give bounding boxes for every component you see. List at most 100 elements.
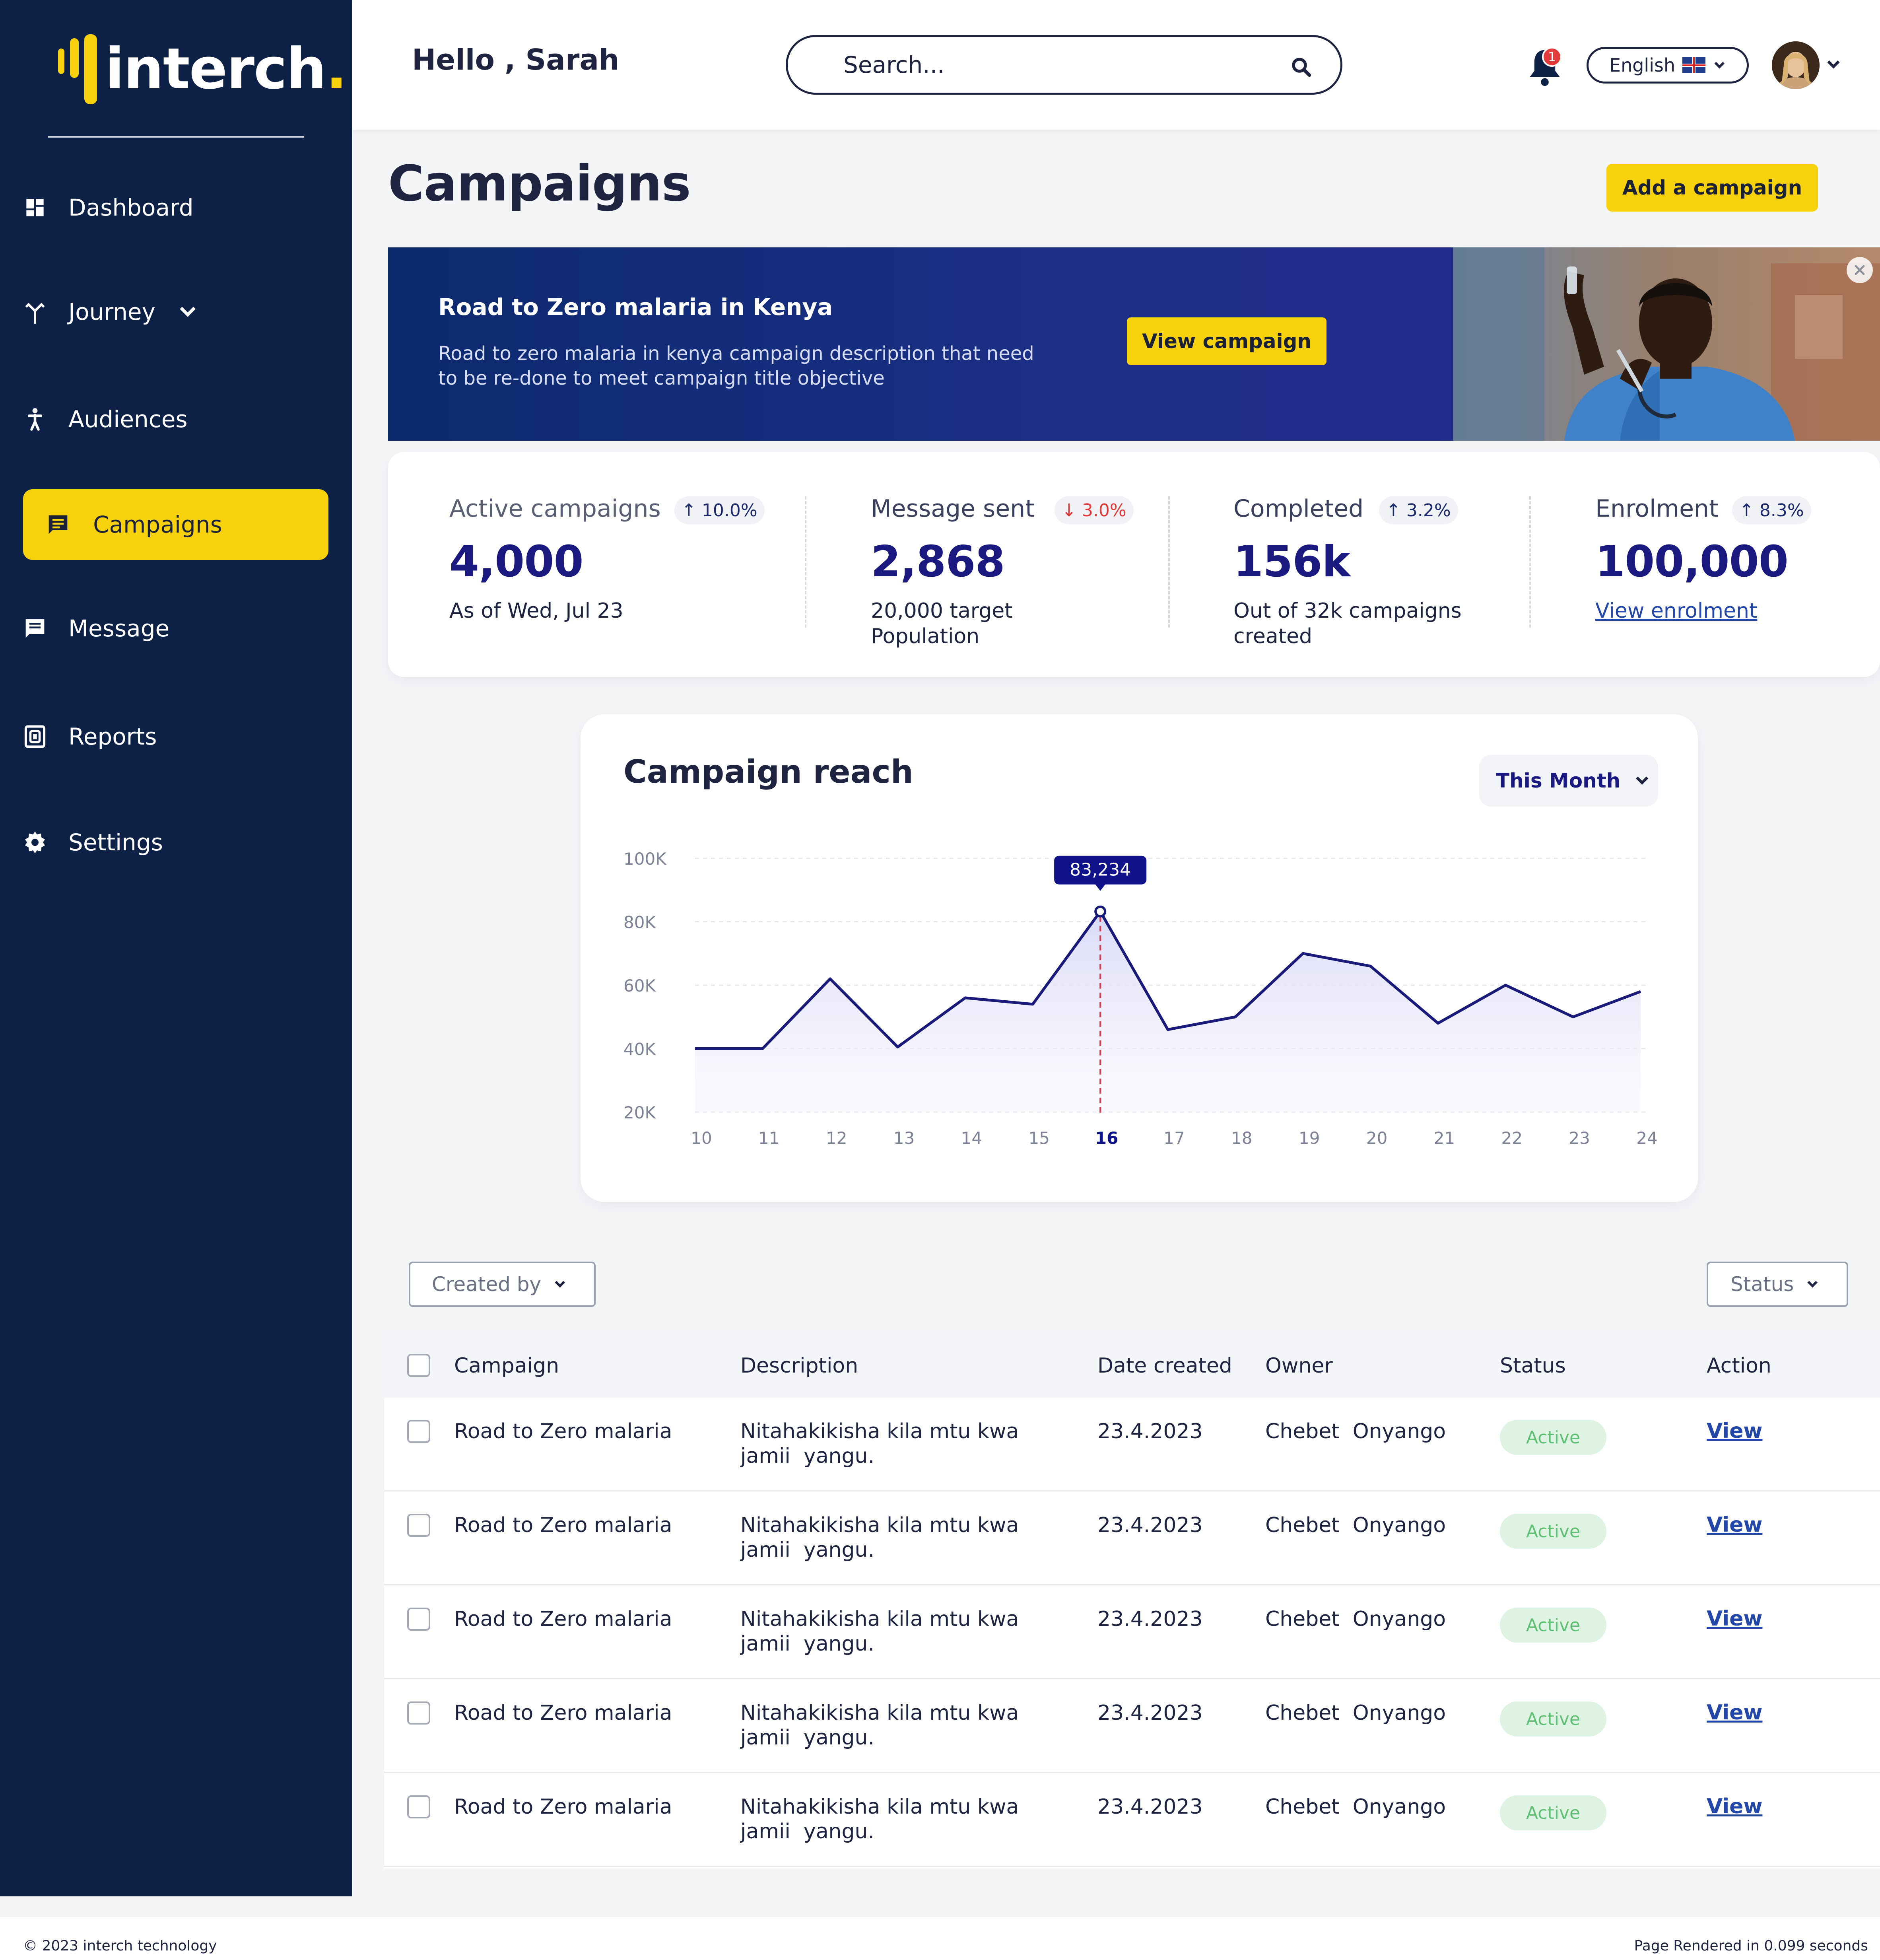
stat-divider: [1529, 496, 1531, 628]
cell-description: Nitahakikisha kila mtu kwa jamii yangu.: [740, 1513, 1019, 1562]
banner-description: Road to zero malaria in kenya campaign d…: [438, 342, 1034, 389]
status-badge: Active: [1500, 1701, 1606, 1736]
close-icon: [1855, 265, 1865, 275]
stat-subtext: As of Wed, Jul 23: [449, 599, 623, 623]
cell-description-line: Nitahakikisha kila mtu kwa: [740, 1513, 1019, 1537]
stat-message-sent: Message sent ↓ 3.0% 2,868 20,000 target …: [871, 452, 1189, 677]
stat-value: 2,868: [871, 537, 1005, 587]
view-campaign-link[interactable]: View: [1707, 1607, 1763, 1631]
audiences-icon: [22, 406, 48, 432]
view-enrolment-link[interactable]: View enrolment: [1595, 599, 1758, 623]
created-by-filter[interactable]: Created by: [409, 1262, 596, 1307]
arrow-down-icon: ↓: [1062, 500, 1082, 521]
sidebar-item-campaigns[interactable]: Campaigns: [23, 489, 328, 560]
view-campaign-link[interactable]: View: [1707, 1701, 1763, 1725]
sidebar-item-label: Campaigns: [93, 511, 222, 538]
row-checkbox[interactable]: [407, 1701, 430, 1725]
cell-owner: Chebet Onyango: [1265, 1513, 1446, 1537]
campaign-reach-chart: 100K 80K 60K 40K 20K 83,234 10 11 12 13 14 15 16 17…: [623, 849, 1658, 1148]
brand-name: interch: [105, 36, 326, 102]
select-all-checkbox[interactable]: [407, 1354, 430, 1377]
logo-mark-icon: [58, 34, 98, 104]
x-tick-label: 21: [1434, 1128, 1455, 1148]
cell-description: Nitahakikisha kila mtu kwa jamii yangu.: [740, 1419, 1019, 1468]
sidebar-item-label: Dashboard: [68, 194, 194, 221]
view-campaign-link[interactable]: View: [1707, 1419, 1763, 1443]
stat-enrolment: Enrolment ↑ 8.3% 100,000 View enrolment: [1595, 452, 1874, 677]
notification-badge: 1: [1542, 47, 1562, 67]
x-tick-label: 19: [1299, 1128, 1320, 1148]
status-filter[interactable]: Status: [1707, 1262, 1848, 1307]
sidebar-item-reports[interactable]: Reports: [0, 702, 352, 772]
search-icon[interactable]: [1290, 55, 1313, 79]
sidebar-item-journey[interactable]: Journey: [0, 277, 352, 347]
period-dropdown[interactable]: This Month: [1479, 755, 1658, 807]
column-header-status[interactable]: Status: [1500, 1354, 1566, 1378]
table-row: Road to Zero malaria Nitahakikisha kila m…: [384, 1398, 1880, 1491]
sidebar-item-label: Message: [68, 615, 170, 642]
highlight-point[interactable]: [1094, 905, 1107, 918]
chart-line: [695, 910, 1641, 1050]
y-tick-label: 20K: [623, 1103, 656, 1122]
view-campaign-button[interactable]: View campaign: [1127, 317, 1326, 365]
view-campaign-link[interactable]: View: [1707, 1795, 1763, 1818]
add-campaign-button[interactable]: Add a campaign: [1606, 164, 1818, 212]
sidebar-item-message[interactable]: Message: [0, 593, 352, 663]
highlight-value-label: 83,234: [1070, 860, 1131, 880]
cell-campaign: Road to Zero malaria: [454, 1701, 672, 1725]
chart-title: Campaign reach: [623, 753, 913, 790]
arrow-up-icon: ↑: [1386, 500, 1406, 521]
language-selector[interactable]: English: [1587, 47, 1749, 84]
cell-description: Nitahakikisha kila mtu kwa jamii yangu.: [740, 1795, 1019, 1844]
cell-date-created: 23.4.2023: [1097, 1607, 1203, 1631]
row-checkbox[interactable]: [407, 1795, 430, 1818]
footer: © 2023 interch technology Page Rendered …: [0, 1917, 1880, 1960]
campaigns-icon: [45, 512, 71, 537]
status-badge: Active: [1500, 1608, 1606, 1643]
language-label: English: [1609, 54, 1676, 76]
sidebar-item-dashboard[interactable]: Dashboard: [0, 173, 352, 243]
stat-label: Message sent: [871, 495, 1035, 523]
status-badge: Active: [1500, 1420, 1606, 1455]
chevron-down-icon: [1807, 1278, 1818, 1288]
brand-logo[interactable]: interch.: [58, 33, 347, 105]
dashboard-icon: [22, 195, 48, 220]
column-header-description[interactable]: Description: [740, 1354, 858, 1378]
user-avatar[interactable]: [1772, 41, 1820, 89]
row-checkbox[interactable]: [407, 1514, 430, 1537]
stat-active-campaigns: Active campaigns ↑ 10.0% 4,000 As of Wed…: [449, 452, 767, 677]
cell-date-created: 23.4.2023: [1097, 1419, 1203, 1443]
column-header-action[interactable]: Action: [1707, 1354, 1771, 1378]
sidebar-item-settings[interactable]: Settings: [0, 807, 352, 877]
sidebar-item-label: Settings: [68, 829, 163, 856]
status-badge: Active: [1500, 1514, 1606, 1549]
logo-divider: [48, 136, 304, 138]
x-tick-label: 15: [1029, 1128, 1050, 1148]
campaign-banner: Road to Zero malaria in Kenya Road to ze…: [388, 247, 1880, 441]
row-checkbox[interactable]: [407, 1608, 430, 1631]
column-header-date-created[interactable]: Date created: [1097, 1354, 1232, 1378]
cell-owner: Chebet Onyango: [1265, 1795, 1446, 1819]
stat-completed: Completed ↑ 3.2% 156k Out of 32k campaig…: [1233, 452, 1552, 677]
cell-description-line: Nitahakikisha kila mtu kwa: [740, 1607, 1019, 1631]
cell-campaign: Road to Zero malaria: [454, 1419, 672, 1443]
stat-subtext: Out of 32k campaigns created: [1233, 599, 1462, 648]
sidebar-item-label: Audiences: [68, 406, 188, 433]
stat-value: 4,000: [449, 537, 584, 587]
reports-icon: [22, 724, 48, 749]
x-tick-label: 20: [1366, 1128, 1387, 1148]
row-checkbox[interactable]: [407, 1420, 430, 1443]
x-tick-label: 16: [1095, 1128, 1118, 1148]
close-banner-button[interactable]: [1847, 257, 1873, 283]
cell-owner: Chebet Onyango: [1265, 1607, 1446, 1631]
settings-icon: [22, 830, 48, 855]
column-header-owner[interactable]: Owner: [1265, 1354, 1333, 1378]
cell-description-line: jamii yangu.: [740, 1444, 875, 1468]
sidebar-item-audiences[interactable]: Audiences: [0, 384, 352, 454]
column-header-campaign[interactable]: Campaign: [454, 1354, 559, 1378]
search-input[interactable]: [843, 49, 1273, 81]
chart-area: [695, 911, 1641, 1112]
cell-description-line: jamii yangu.: [740, 1726, 875, 1750]
view-campaign-link[interactable]: View: [1707, 1513, 1763, 1537]
arrow-up-icon: ↑: [1739, 500, 1760, 521]
